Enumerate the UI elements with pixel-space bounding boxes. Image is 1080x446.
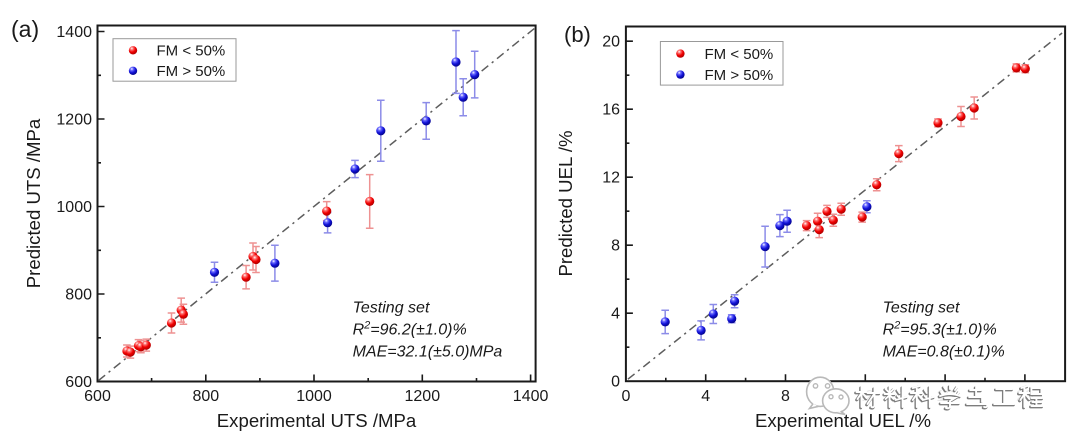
svg-text:1000: 1000 xyxy=(296,388,332,405)
svg-text:FM > 50%: FM > 50% xyxy=(705,67,774,84)
svg-text:Predicted UEL /%: Predicted UEL /% xyxy=(555,130,576,276)
svg-text:20: 20 xyxy=(602,34,620,51)
svg-text:MAE=0.8(±0.1)%: MAE=0.8(±0.1)% xyxy=(883,344,1005,361)
svg-text:MAE=32.1(±5.0)MPa: MAE=32.1(±5.0)MPa xyxy=(353,344,503,361)
svg-text:R2=95.3(±1.0)%: R2=95.3(±1.0)% xyxy=(883,320,997,339)
svg-text:R2=96.2(±1.0)%: R2=96.2(±1.0)% xyxy=(353,320,467,339)
svg-text:800: 800 xyxy=(65,286,92,303)
svg-text:Experimental UEL /%: Experimental UEL /% xyxy=(755,410,931,431)
svg-text:FM < 50%: FM < 50% xyxy=(157,43,226,60)
svg-text:8: 8 xyxy=(611,238,620,255)
svg-text:(b): (b) xyxy=(564,22,591,47)
svg-text:Testing set: Testing set xyxy=(883,299,960,316)
svg-text:800: 800 xyxy=(192,388,219,405)
svg-text:FM < 50%: FM < 50% xyxy=(705,46,774,63)
svg-text:1000: 1000 xyxy=(56,199,92,216)
svg-text:1200: 1200 xyxy=(405,388,441,405)
svg-text:Experimental UTS /MPa: Experimental UTS /MPa xyxy=(217,410,417,431)
svg-text:FM > 50%: FM > 50% xyxy=(157,63,226,80)
svg-text:1200: 1200 xyxy=(56,111,92,128)
svg-text:1400: 1400 xyxy=(56,24,92,41)
svg-text:600: 600 xyxy=(65,374,92,391)
svg-text:Predicted UTS /MPa: Predicted UTS /MPa xyxy=(23,118,44,288)
svg-text:Testing set: Testing set xyxy=(353,299,430,316)
svg-text:16: 16 xyxy=(602,102,620,119)
svg-text:4: 4 xyxy=(611,306,620,323)
svg-text:0: 0 xyxy=(621,388,630,405)
svg-text:(a): (a) xyxy=(11,16,39,42)
svg-text:1400: 1400 xyxy=(513,388,549,405)
svg-text:0: 0 xyxy=(611,374,620,391)
svg-text:8: 8 xyxy=(781,388,790,405)
svg-text:12: 12 xyxy=(602,170,620,187)
svg-text:4: 4 xyxy=(701,388,710,405)
svg-text:600: 600 xyxy=(84,388,111,405)
